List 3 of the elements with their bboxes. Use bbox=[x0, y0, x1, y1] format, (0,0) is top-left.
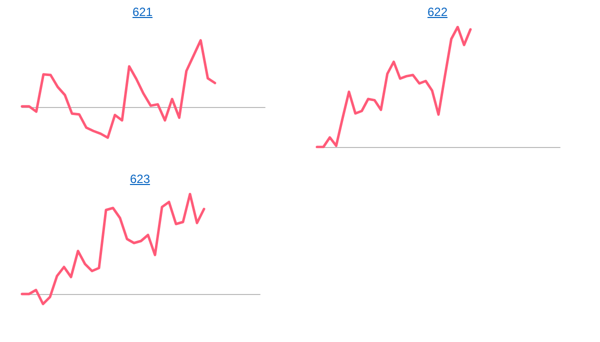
chart-title: 622 bbox=[426, 5, 449, 19]
chart-title: 623 bbox=[128, 172, 152, 186]
chart-title: 621 bbox=[131, 5, 154, 19]
